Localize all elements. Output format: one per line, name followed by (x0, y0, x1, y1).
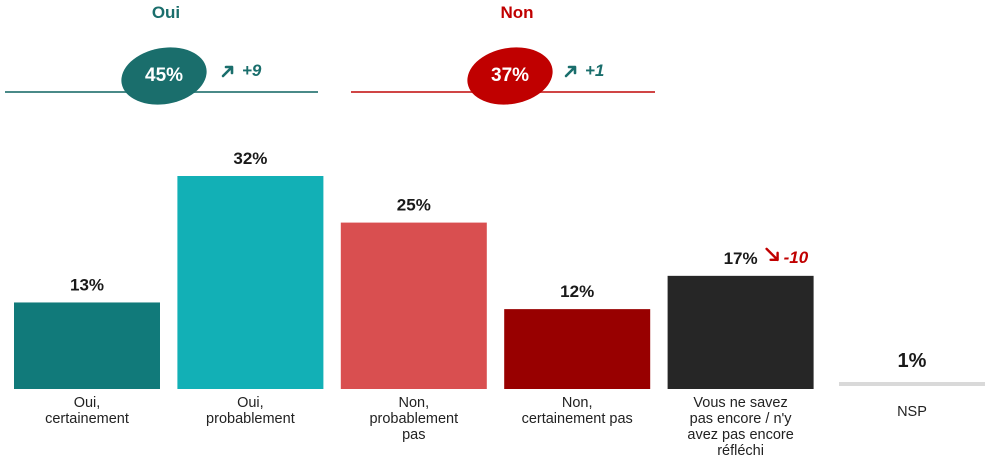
bar-5 (839, 382, 985, 386)
bar-annotation-text-4: -10 (784, 248, 809, 267)
oui-summary-title: Oui (151, 3, 181, 22)
bar-2 (340, 222, 487, 389)
non-change-value: +1 (585, 61, 605, 80)
bar-0 (14, 302, 160, 389)
non-trend: +1 (563, 61, 604, 81)
category-label-5: NSP (897, 404, 927, 420)
category-label-0: Oui, certainement (45, 395, 129, 427)
category-label-2: Non, probablement pas (369, 395, 459, 443)
arrow-down-right-icon (765, 247, 779, 262)
category-label-1: Oui, probablement (206, 395, 295, 427)
category-label-4: Vous ne savez pas encore / n'y avez pas en… (687, 395, 794, 459)
oui-trend: +9 (220, 61, 261, 81)
bar-4 (667, 275, 814, 389)
bar-3 (504, 309, 651, 389)
bar-annotation-4: -10 (765, 247, 809, 267)
non-summary-title: Non (500, 3, 534, 22)
arrow-up-right-icon (221, 65, 234, 78)
arrow-up-right-icon (564, 65, 577, 78)
bar-value-label-5: 1% (898, 350, 927, 372)
oui-change-value: +9 (242, 61, 262, 80)
bar-value-label-0: 13% (70, 275, 104, 294)
bar-value-label-1: 32% (233, 149, 267, 168)
bar-value-label-2: 25% (397, 196, 431, 215)
category-label-3: Non, certainement pas (521, 395, 633, 427)
bar-value-label-4: 17% (724, 249, 758, 268)
bar-value-label-3: 12% (560, 282, 594, 301)
bar-1 (177, 176, 324, 389)
